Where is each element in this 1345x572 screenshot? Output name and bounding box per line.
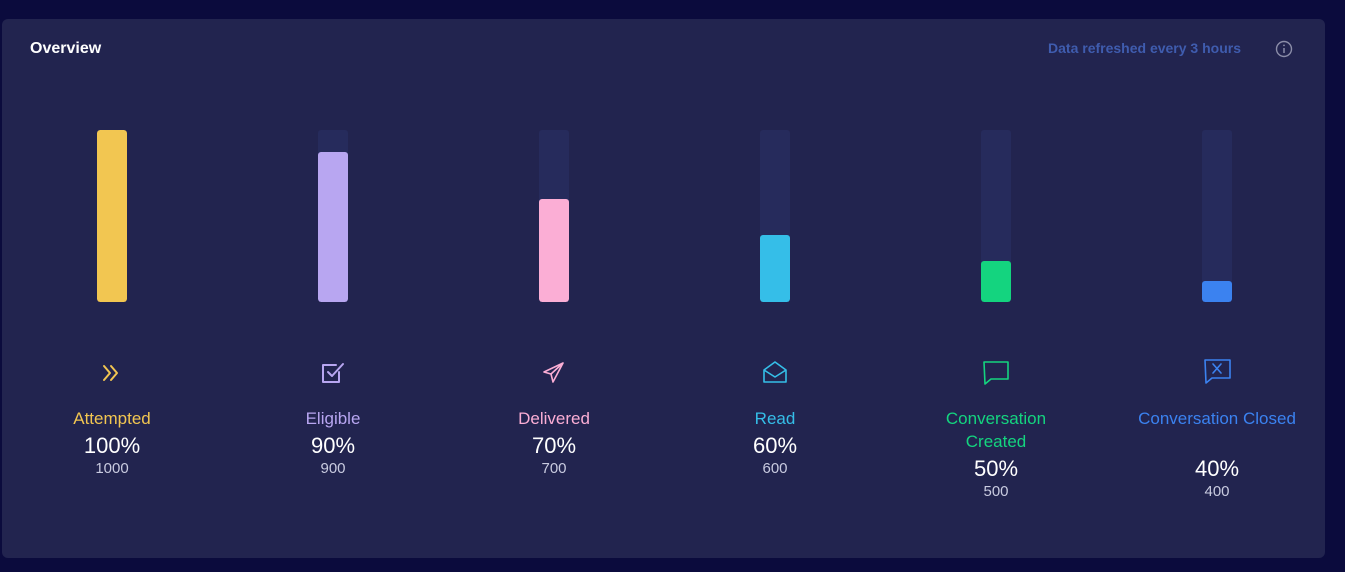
bar-track bbox=[760, 130, 790, 302]
metric-label: Read bbox=[754, 409, 796, 428]
checkbox-icon bbox=[318, 358, 348, 388]
metric-label: Conversation Created bbox=[945, 409, 1047, 451]
chevrons-right-icon bbox=[97, 358, 127, 388]
bar-fill bbox=[1202, 281, 1232, 302]
bar-track bbox=[318, 130, 348, 302]
chat-closed-icon bbox=[1202, 358, 1232, 388]
metric-count: 700 bbox=[541, 460, 567, 477]
bar-track bbox=[981, 130, 1011, 302]
metric-delivered: Delivered 70% 700 bbox=[474, 19, 634, 558]
open-envelope-icon bbox=[760, 358, 790, 388]
metric-percent: 90% bbox=[310, 433, 356, 458]
metric-count: 500 bbox=[983, 483, 1009, 500]
metric-label: Delivered bbox=[518, 409, 590, 428]
metric-conversation-closed: Conversation Closed 40% 400 bbox=[1137, 19, 1297, 558]
metric-count: 400 bbox=[1204, 483, 1230, 500]
metric-percent: 70% bbox=[531, 433, 577, 458]
refresh-note: Data refreshed every 3 hours bbox=[1048, 40, 1241, 56]
chat-bubble-icon bbox=[981, 358, 1011, 388]
metric-label: Attempted bbox=[73, 409, 151, 428]
info-icon[interactable] bbox=[1275, 40, 1293, 58]
metric-conversation-created: Conversation Created 50% 500 bbox=[916, 19, 1076, 558]
metric-attempted: Attempted 100% 1000 bbox=[32, 19, 192, 558]
metric-eligible: Eligible 90% 900 bbox=[253, 19, 413, 558]
send-icon bbox=[539, 358, 569, 388]
bar-fill bbox=[97, 130, 127, 302]
bar-fill bbox=[318, 152, 348, 302]
metric-percent: 40% bbox=[1194, 456, 1240, 481]
bar-track bbox=[539, 130, 569, 302]
metric-label: Eligible bbox=[305, 409, 361, 428]
metric-count: 900 bbox=[320, 460, 346, 477]
metric-count: 1000 bbox=[95, 460, 129, 477]
metric-read: Read 60% 600 bbox=[695, 19, 855, 558]
metric-percent: 60% bbox=[752, 433, 798, 458]
bar-track bbox=[1202, 130, 1232, 302]
metric-percent: 50% bbox=[973, 456, 1019, 481]
metric-label: Conversation Closed bbox=[1138, 409, 1296, 428]
metric-percent: 100% bbox=[83, 433, 141, 458]
card-title: Overview bbox=[30, 40, 102, 57]
bar-fill bbox=[760, 235, 790, 302]
metric-count: 600 bbox=[762, 460, 788, 477]
bar-fill bbox=[981, 261, 1011, 302]
bar-track bbox=[97, 130, 127, 302]
overview-card: Overview Data refreshed every 3 hours At… bbox=[2, 19, 1325, 558]
bar-fill bbox=[539, 199, 569, 302]
